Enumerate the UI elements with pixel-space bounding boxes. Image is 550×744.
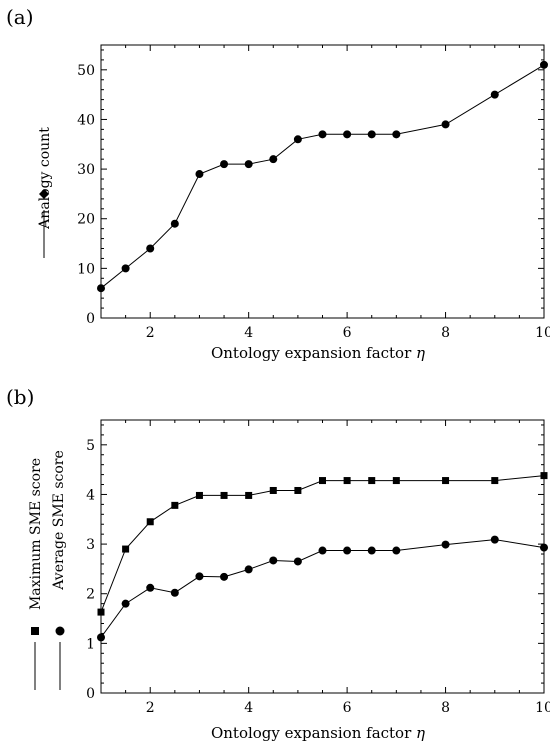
chart-b-series-0-point [146, 518, 154, 526]
chart-b-series-0-point [122, 545, 130, 553]
chart-b-series-1-point [441, 540, 450, 549]
chart-b-xtick-label: 8 [441, 700, 450, 716]
chart-b-xtick-label: 10 [535, 700, 550, 716]
chart-a-series-0-point [269, 155, 278, 164]
chart-b-xtick-label: 4 [244, 700, 253, 716]
chart-b-series-0-point [442, 477, 450, 485]
chart-a-series-0-point [367, 130, 376, 139]
chart-a-series-0-line [100, 64, 545, 289]
chart-b-xtick-label: 2 [146, 700, 155, 716]
legend-a-label: Analogy count [37, 127, 53, 230]
chart-a-xtick-label: 8 [441, 325, 450, 341]
chart-a-series-0-point [318, 130, 327, 139]
chart-b-ytick-label: 3 [86, 537, 95, 553]
chart-b-series-0-point [392, 477, 400, 485]
panel-b-label: (b) [6, 385, 34, 409]
chart-b-series-1-point [293, 557, 302, 566]
chart-a-series-0-point [170, 219, 179, 228]
chart-b-series-0-point [171, 501, 179, 509]
chart-a-series-0-point [146, 244, 155, 253]
chart-a-ytick-label: 30 [77, 162, 95, 178]
chart-b-series-1-point [343, 546, 352, 555]
chart-a-xtick-label: 6 [343, 325, 352, 341]
chart-a-xtick-label: 10 [535, 325, 550, 341]
chart-b: 2 4 6 8 10 0 1 2 3 4 5 [86, 419, 550, 716]
panel-a-label: (a) [6, 5, 34, 29]
chart-b-series-1-point [170, 588, 179, 597]
chart-b-series-1-point [318, 546, 327, 555]
chart-b-series-1-point [97, 633, 105, 642]
chart-b-ytick-label: 0 [86, 686, 95, 702]
chart-b-frame [100, 419, 545, 694]
chart-b-series-1-point [220, 572, 229, 581]
chart-b-series-1-point [392, 546, 401, 555]
chart-a-series-0-point [293, 135, 302, 144]
chart-a-series-0-point [220, 160, 229, 169]
chart-b-ytick-label: 4 [86, 487, 95, 503]
chart-a-series-0-point [343, 130, 352, 139]
chart-b-series-0-point [491, 477, 499, 485]
legend-b-marker-circle [55, 626, 65, 636]
legend-b-label-max: Maximum SME score [28, 458, 44, 610]
chart-a-series-0-point [392, 130, 401, 139]
chart-b-series-1-point [540, 543, 548, 552]
chart-a-xtick-label: 2 [146, 325, 155, 341]
chart-b-series-1-point [367, 546, 376, 555]
panel-b-xlabel: Ontology expansion factor η [211, 724, 425, 742]
legend-b-marker-square [31, 627, 39, 635]
legend-b: Maximum SME score Average SME score [28, 450, 67, 690]
chart-b-series-1-point [146, 583, 155, 592]
chart-a-frame [100, 44, 545, 319]
chart-a-series-0-point [244, 160, 253, 169]
legend-b-label-avg: Average SME score [51, 450, 67, 591]
chart-a-series-0-point [97, 284, 105, 293]
chart-a-series-0-point [540, 60, 548, 69]
chart-a-ytick-label: 20 [77, 212, 95, 228]
chart-b-ytick-label: 1 [86, 636, 95, 652]
chart-b-series-0-point [368, 477, 376, 485]
legend-a-marker-diamond [39, 189, 49, 199]
chart-b-series-1-point [195, 572, 204, 581]
chart-b-series-0-point [540, 472, 548, 480]
chart-b-series-1-point [244, 565, 253, 574]
chart-a: 2 4 6 8 10 0 10 20 30 40 50 [77, 44, 550, 341]
chart-b-series-0-line [100, 475, 545, 613]
chart-a-series-0-point [490, 90, 499, 99]
chart-b-series-0-point [319, 477, 326, 485]
chart-b-series-0-point [294, 486, 302, 494]
panel-a-xlabel: Ontology expansion factor η [211, 344, 425, 362]
chart-b-series-0-point [97, 608, 105, 616]
chart-b-series-0-point [269, 486, 277, 494]
chart-b-series-1-line [100, 539, 545, 638]
chart-b-series-1-point [121, 599, 130, 608]
legend-a: Analogy count [37, 127, 53, 258]
chart-b-series-0-point [343, 477, 351, 485]
chart-a-ytick-label: 40 [77, 112, 95, 128]
chart-a-ytick-label: 50 [77, 63, 95, 79]
chart-b-series-0-point [245, 491, 253, 499]
chart-b-series-1-point [269, 556, 278, 565]
chart-a-series-0-point [195, 170, 204, 179]
chart-a-series-0-point [121, 264, 130, 273]
chart-b-ytick-label: 2 [86, 587, 95, 603]
chart-b-series-1-point [490, 535, 499, 544]
chart-b-series-0-point [220, 491, 228, 499]
chart-b-series-0-point [195, 491, 203, 499]
chart-b-ytick-label: 5 [86, 438, 95, 454]
chart-b-xtick-label: 6 [343, 700, 352, 716]
chart-a-series-0-point [441, 120, 450, 129]
chart-a-ytick-label: 10 [77, 261, 95, 277]
chart-a-xtick-label: 4 [244, 325, 253, 341]
chart-a-ytick-label: 0 [86, 311, 95, 327]
